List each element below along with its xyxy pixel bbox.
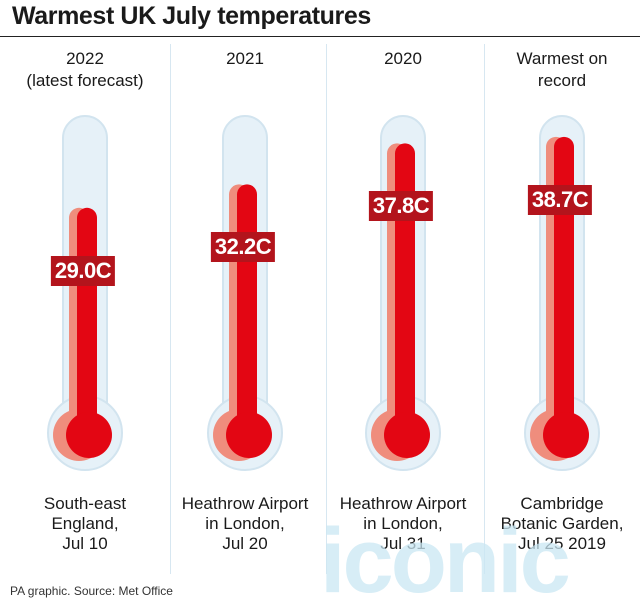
location-label: Heathrow Airport in London, Jul 20 [167,494,323,554]
chart-title: Warmest UK July temperatures [12,2,371,30]
iconic-watermark: iconic [320,510,572,602]
mercury-bulb [384,412,430,458]
column-header-line: record [537,71,587,90]
thermometer [365,115,441,471]
value-label: 37.8C [368,191,434,222]
location-line: Heathrow Airport [181,494,309,513]
thermometer [47,115,123,471]
column-divider [326,44,327,574]
column-header: Warmest on record [484,48,640,92]
mercury-bulb [543,412,589,458]
title-rule [0,36,640,37]
mercury-bar [77,207,97,433]
location-line: Jul 10 [62,534,108,553]
watermark-text: iconic [320,510,569,602]
mercury-bar [395,143,415,434]
thermometer [524,115,600,471]
column-divider [170,44,171,574]
location-label: Heathrow Airport in London, Jul 31 [325,494,481,554]
column-header-line: 2022 [66,49,104,68]
location-label: South-east England, Jul 10 [7,494,163,554]
mercury-bar [237,184,257,433]
location-line: England, [51,514,119,533]
column-header-line: 2020 [384,49,422,68]
column-header: 2021 [167,48,323,70]
column-divider [484,44,485,574]
thermometer [207,115,283,471]
location-line: Heathrow Airport [339,494,467,513]
location-line: Botanic Garden, [500,514,624,533]
column-header-line: 2021 [226,49,264,68]
column-header-line: Warmest on [516,49,608,68]
location-line: in London, [363,514,443,533]
source-note: PA graphic. Source: Met Office [10,584,173,598]
column-header: 2022 (latest forecast) [7,48,163,92]
location-label: Cambridge Botanic Garden, Jul 25 2019 [484,494,640,554]
mercury-bar [554,136,574,433]
location-line: in London, [205,514,285,533]
value-label: 29.0C [50,255,116,286]
location-line: Cambridge [520,494,604,513]
value-label: 38.7C [527,184,593,215]
value-label: 32.2C [210,232,276,263]
mercury-bulb [66,412,112,458]
column-header: 2020 [325,48,481,70]
location-line: Jul 31 [380,534,426,553]
column-header-line: (latest forecast) [26,71,144,90]
location-line: Jul 25 2019 [518,534,606,553]
mercury-bulb [226,412,272,458]
location-line: Jul 20 [222,534,268,553]
location-line: South-east [43,494,127,513]
